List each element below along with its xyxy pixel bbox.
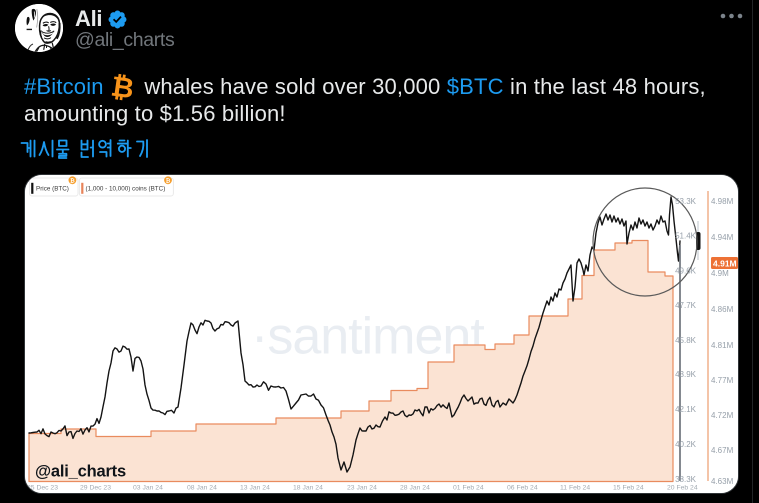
svg-text:13 Jan 24: 13 Jan 24 [240, 485, 270, 492]
svg-text:(1,000 - 10,000) coins (BTC): (1,000 - 10,000) coins (BTC) [86, 185, 166, 192]
svg-text:01 Feb 24: 01 Feb 24 [453, 485, 484, 492]
svg-text:4.72M: 4.72M [711, 411, 734, 420]
svg-text:43.9K: 43.9K [675, 370, 697, 379]
svg-text:49.6K: 49.6K [675, 267, 697, 276]
svg-text:45.8K: 45.8K [675, 336, 697, 345]
svg-text:28 Jan 24: 28 Jan 24 [400, 485, 430, 492]
svg-text:53.3K: 53.3K [675, 197, 697, 206]
svg-text:4.67M: 4.67M [711, 446, 734, 455]
svg-text:4.63M: 4.63M [711, 477, 734, 486]
svg-text:4.94M: 4.94M [711, 233, 734, 242]
svg-text:₿: ₿ [166, 178, 171, 185]
svg-text:23 Jan 24: 23 Jan 24 [347, 485, 377, 492]
svg-text:25 Dec 23: 25 Dec 23 [27, 485, 58, 492]
svg-text:4.9M: 4.9M [711, 269, 729, 278]
svg-text:06 Feb 24: 06 Feb 24 [507, 485, 538, 492]
svg-text:4.98M: 4.98M [711, 197, 734, 206]
svg-text:47.7K: 47.7K [675, 301, 697, 310]
svg-text:40.2K: 40.2K [675, 440, 697, 449]
svg-text:20 Feb 24: 20 Feb 24 [667, 485, 698, 492]
svg-text:@ali_charts: @ali_charts [35, 463, 126, 481]
svg-text:03 Jan 24: 03 Jan 24 [133, 485, 163, 492]
svg-text:4.81M: 4.81M [711, 341, 734, 350]
svg-text:11 Feb 24: 11 Feb 24 [560, 485, 590, 492]
svg-text:18 Jan 24: 18 Jan 24 [293, 485, 323, 492]
svg-text:29 Dec 23: 29 Dec 23 [80, 485, 111, 492]
svg-text:51.4K: 51.4K [675, 232, 697, 241]
svg-text:4.77M: 4.77M [711, 376, 734, 385]
svg-text:₿: ₿ [70, 178, 75, 185]
svg-text:Price (BTC): Price (BTC) [36, 185, 69, 192]
svg-text:42.1K: 42.1K [675, 405, 697, 414]
svg-text:4.86M: 4.86M [711, 305, 734, 314]
svg-text:15 Feb 24: 15 Feb 24 [613, 485, 644, 492]
svg-text:4.91M: 4.91M [713, 259, 737, 269]
svg-text:·santiment: ·santiment [251, 308, 485, 366]
svg-text:08 Jan 24: 08 Jan 24 [187, 485, 217, 492]
svg-text:38.3K: 38.3K [675, 475, 697, 484]
